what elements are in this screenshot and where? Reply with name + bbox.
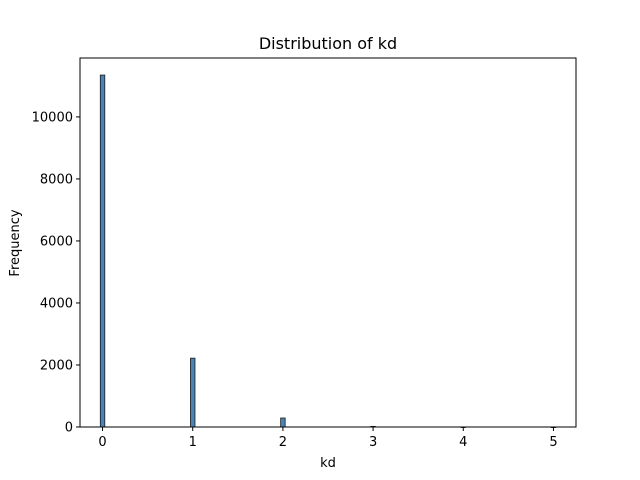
y-axis-ticks: 0 2000 4000 6000 8000 10000 — [32, 110, 80, 436]
plot-frame — [79, 57, 577, 428]
y-tick-label-0: 0 — [65, 421, 73, 436]
y-tick-label-5: 10000 — [32, 110, 73, 125]
x-tick-label-2: 2 — [279, 435, 287, 450]
histogram-bar-0 — [99, 74, 106, 428]
y-tick-label-4: 8000 — [40, 172, 73, 187]
x-tick-label-5: 5 — [549, 435, 557, 450]
x-tick-label-4: 4 — [459, 435, 467, 450]
x-tick-label-0: 0 — [98, 435, 106, 450]
y-axis-label: Frequency — [8, 209, 23, 276]
chart-title: Distribution of kd — [259, 34, 397, 53]
y-tick-label-2: 4000 — [40, 296, 73, 311]
y-tick-label-3: 6000 — [40, 234, 73, 249]
x-tick-label-1: 1 — [189, 435, 197, 450]
x-axis-ticks: 0 1 2 3 4 5 — [98, 427, 558, 450]
y-tick-label-1: 2000 — [40, 358, 73, 373]
x-axis-label: kd — [320, 456, 336, 471]
plot-area — [99, 74, 557, 428]
x-tick-label-3: 3 — [369, 435, 377, 450]
histogram-bar-1 — [190, 357, 196, 428]
histogram-bar-2 — [280, 417, 286, 428]
